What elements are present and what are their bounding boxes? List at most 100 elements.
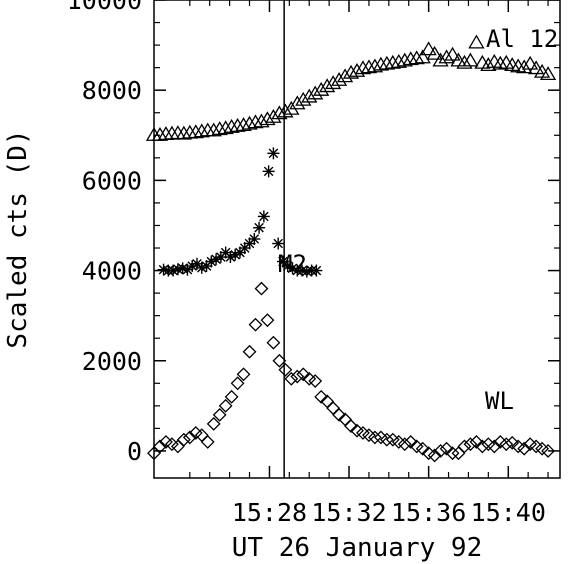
point-wl: [499, 437, 514, 452]
point-wl: [427, 448, 442, 463]
point-al12: [313, 81, 330, 96]
point-al12: [408, 50, 425, 65]
point-al12: [301, 88, 318, 103]
point-al12: [151, 126, 169, 141]
point-wl: [535, 441, 550, 456]
point-al12: [372, 56, 390, 71]
point-al12: [462, 52, 479, 67]
point-al12: [516, 59, 533, 74]
y-tick-label: 0: [127, 437, 142, 466]
point-al12: [223, 118, 240, 133]
x-tick-label: 15:40: [471, 498, 546, 527]
x-axis-label: UT 26 January 92: [232, 533, 482, 563]
point-wl: [469, 435, 484, 449]
point-wl: [487, 439, 502, 454]
point-wl: [314, 389, 329, 404]
y-tick-labels: 0 2000 4000 6000 8000 10000: [67, 0, 142, 466]
point-al12: [259, 111, 276, 126]
point-wl: [481, 437, 496, 452]
point-al12: [378, 55, 395, 70]
point-al12: [480, 57, 497, 72]
point-al12: [205, 122, 222, 137]
point-al12: [456, 54, 473, 69]
point-wl: [505, 435, 520, 450]
point-al12: [426, 45, 443, 60]
axis-ticks: [154, 0, 560, 478]
point-m2: [229, 248, 242, 261]
point-wl: [445, 446, 460, 461]
point-m2: [195, 261, 208, 274]
point-wl: [356, 425, 370, 440]
point-al12: [360, 59, 378, 74]
point-wl: [182, 430, 197, 445]
y-tick-label: 4000: [82, 257, 142, 286]
point-al12: [539, 66, 557, 81]
point-wl: [362, 428, 376, 443]
point-wl: [230, 376, 245, 391]
point-al12: [402, 51, 419, 66]
point-al12: [265, 108, 282, 123]
point-wl: [278, 362, 293, 377]
series-label-m2: M2: [278, 250, 307, 278]
point-wl: [332, 407, 347, 422]
point-al12: [432, 52, 449, 67]
point-al12: [390, 53, 407, 68]
point-al12: [217, 120, 234, 135]
point-wl: [248, 317, 263, 332]
point-wl: [326, 401, 341, 416]
point-al12: [342, 64, 360, 79]
point-wl: [391, 435, 406, 449]
point-wl: [379, 432, 394, 447]
x-tick-label: 15:32: [311, 498, 386, 527]
point-wl: [344, 419, 358, 434]
series-al12: [145, 34, 557, 141]
point-al12: [522, 55, 539, 70]
point-wl: [529, 439, 544, 454]
point-wl: [415, 441, 430, 456]
point-wl: [296, 367, 311, 382]
point-al12: [366, 58, 384, 73]
point-wl: [242, 344, 257, 359]
point-al12: [247, 114, 264, 129]
point-al12: [468, 34, 485, 49]
point-wl: [266, 335, 281, 350]
point-m2: [262, 165, 275, 178]
series-wl: [147, 281, 555, 463]
y-axis-label: Scaled cts (D): [3, 129, 33, 348]
point-wl: [218, 398, 233, 413]
point-al12: [438, 49, 455, 64]
point-al12: [187, 124, 204, 139]
point-wl: [463, 437, 478, 452]
point-m2: [267, 147, 280, 160]
point-wl: [212, 407, 227, 422]
point-wl: [170, 439, 185, 454]
point-wl: [541, 444, 555, 458]
point-al12: [396, 52, 413, 67]
point-al12: [492, 55, 509, 70]
y-tick-label: 10000: [67, 0, 142, 15]
point-al12: [277, 103, 294, 118]
series-m2: [157, 147, 323, 278]
series-label-wl: WL: [485, 387, 514, 415]
point-al12: [175, 125, 192, 140]
point-al12: [444, 46, 461, 61]
point-m2: [253, 221, 266, 234]
point-al12: [295, 91, 312, 106]
point-m2: [248, 233, 261, 245]
point-wl: [475, 439, 490, 454]
point-wl: [254, 281, 269, 296]
point-wl: [433, 444, 448, 458]
point-wl: [164, 437, 179, 452]
data-marks: [145, 34, 557, 463]
point-al12: [336, 68, 354, 83]
point-wl: [517, 441, 532, 456]
point-al12: [354, 60, 372, 75]
point-al12: [527, 60, 545, 75]
point-wl: [457, 439, 472, 454]
point-al12: [253, 113, 270, 128]
point-wl: [290, 369, 305, 384]
point-wl: [367, 430, 382, 445]
point-m2: [257, 210, 270, 223]
series-label-al12: Al 12: [486, 25, 558, 53]
